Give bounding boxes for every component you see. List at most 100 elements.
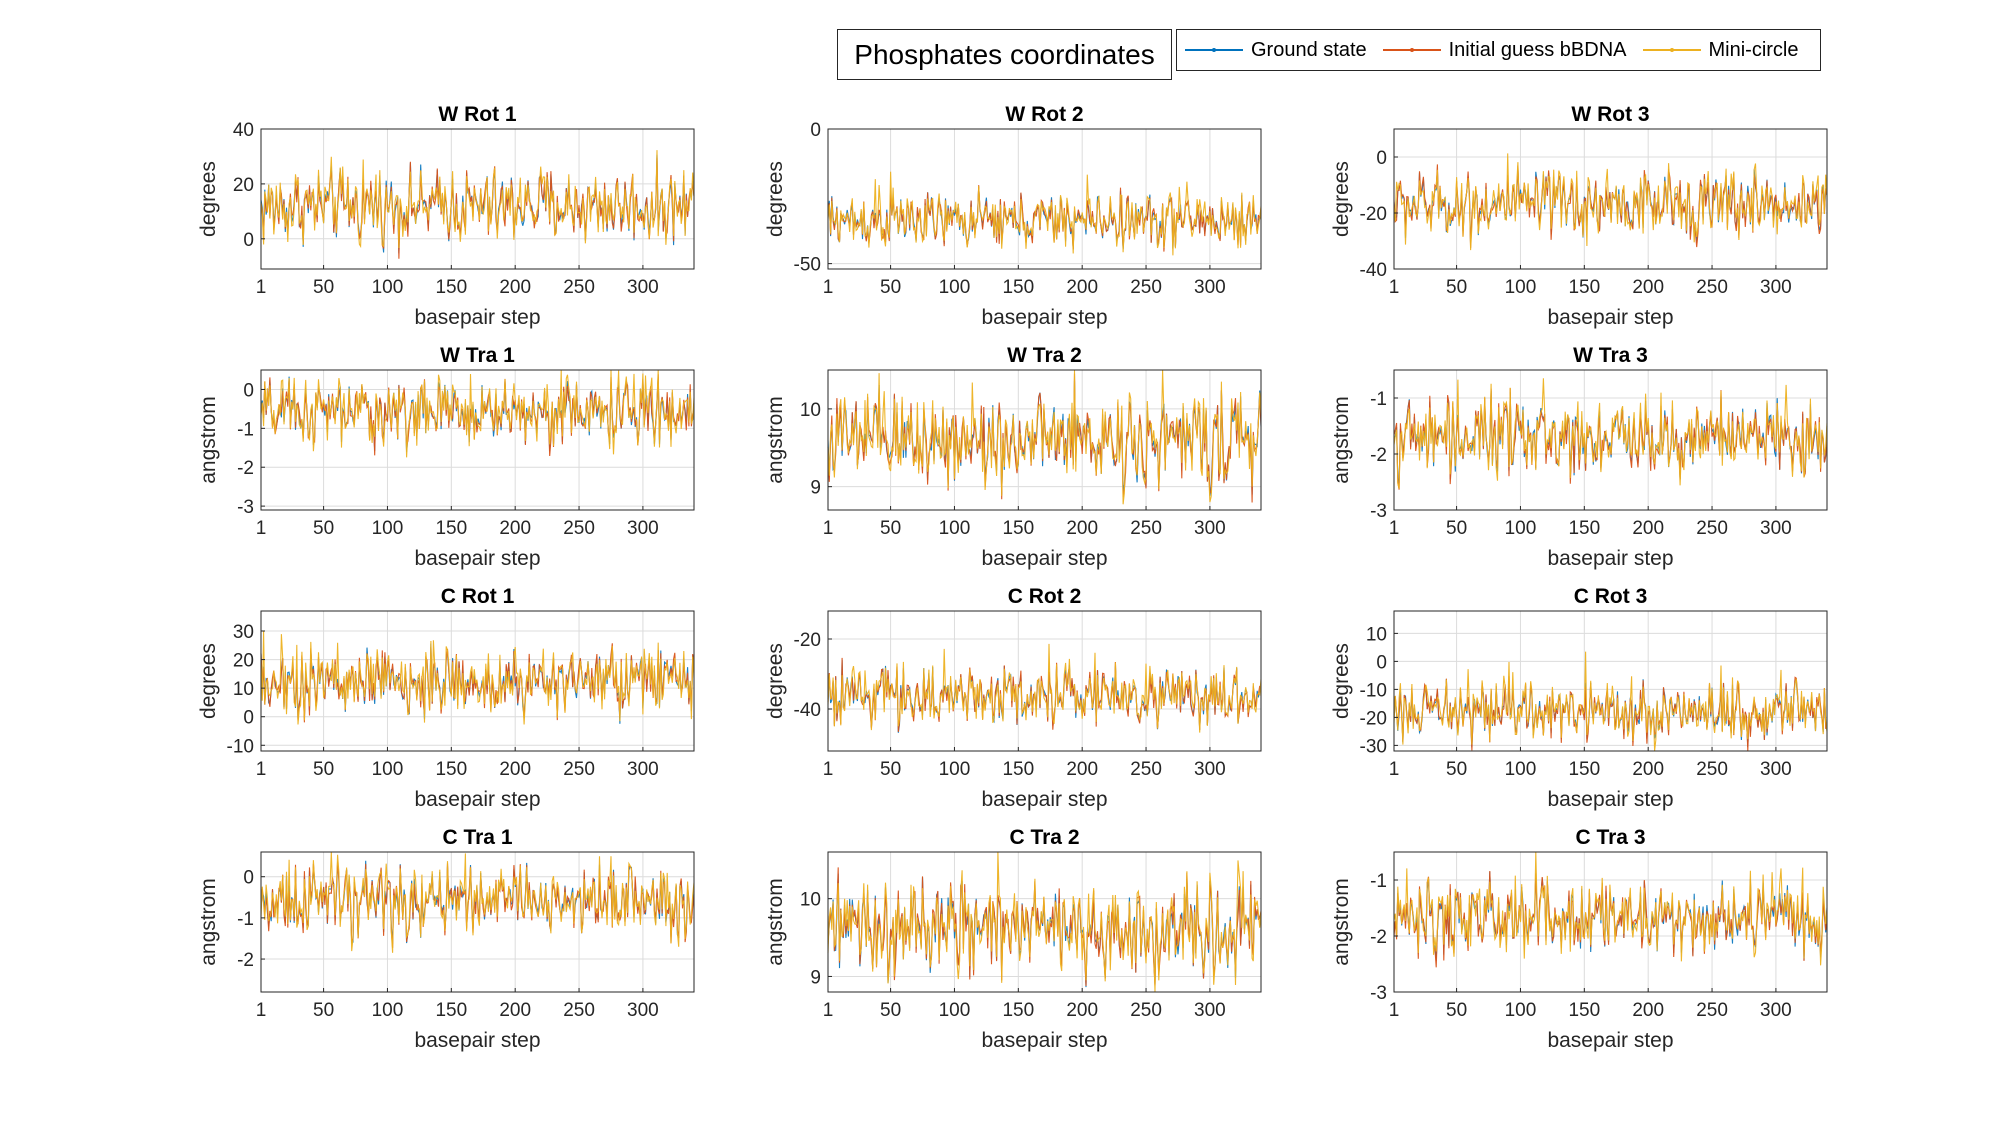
plot-area bbox=[261, 370, 694, 510]
x-tick-label: 150 bbox=[1568, 277, 1600, 298]
x-tick-label: 100 bbox=[939, 518, 971, 539]
x-tick-label: 200 bbox=[1632, 277, 1664, 298]
subplot-title: W Rot 3 bbox=[1571, 103, 1649, 126]
x-tick-label: 200 bbox=[499, 518, 531, 539]
axes-frame bbox=[260, 851, 695, 993]
x-tick-label: 50 bbox=[880, 1000, 901, 1021]
y-tick-label: 10 bbox=[233, 679, 254, 700]
x-tick-label: 50 bbox=[313, 1000, 334, 1021]
series-mini-circle bbox=[260, 369, 695, 458]
x-tick-label: 250 bbox=[563, 518, 595, 539]
subplot-title: W Tra 2 bbox=[1007, 344, 1082, 367]
subplot-title: C Rot 3 bbox=[1574, 585, 1648, 608]
x-tick-label: 100 bbox=[372, 277, 404, 298]
legend: Ground state Initial guess bBDNA Mini-ci… bbox=[1176, 29, 1821, 71]
series-mini-circle bbox=[260, 150, 695, 249]
x-axis-label: basepair step bbox=[1547, 788, 1673, 811]
x-tick-label: 300 bbox=[1760, 1000, 1792, 1021]
x-tick-label: 100 bbox=[1505, 759, 1537, 780]
series-mini-circle bbox=[260, 851, 695, 953]
legend-entry-initial-guess: Initial guess bBDNA bbox=[1382, 39, 1627, 62]
legend-swatch-mini-circle bbox=[1642, 44, 1701, 56]
subplot-title: W Tra 1 bbox=[440, 344, 515, 367]
x-tick-label: 200 bbox=[1066, 759, 1098, 780]
x-tick-label: 200 bbox=[1066, 1000, 1098, 1021]
x-tick-label: 250 bbox=[1696, 1000, 1728, 1021]
subplot-w-tra-3: 1 50 100 150 200 250 300-3-2-1W Tra 3basepair … bbox=[1330, 344, 1828, 570]
x-tick-label: 1 bbox=[1389, 1000, 1400, 1021]
x-tick-label: 100 bbox=[372, 1000, 404, 1021]
x-tick-label: 50 bbox=[313, 759, 334, 780]
y-tick-label: 40 bbox=[233, 120, 254, 141]
y-tick-label: 30 bbox=[233, 622, 254, 643]
axes-frame bbox=[827, 128, 1262, 270]
subplot-title: C Rot 2 bbox=[1008, 585, 1082, 608]
x-tick-label: 250 bbox=[1130, 759, 1162, 780]
x-tick-label: 100 bbox=[372, 518, 404, 539]
axes-frame bbox=[1393, 851, 1828, 993]
x-tick-label: 1 bbox=[256, 1000, 267, 1021]
x-axis-label: basepair step bbox=[981, 788, 1107, 811]
y-tick-label: -3 bbox=[1370, 501, 1387, 522]
subplot-title: W Rot 2 bbox=[1005, 103, 1083, 126]
y-axis-label: degrees bbox=[197, 643, 220, 719]
axes-frame bbox=[1393, 369, 1828, 511]
x-axis-label: basepair step bbox=[414, 306, 540, 329]
x-tick-label: 300 bbox=[1194, 1000, 1226, 1021]
x-axis-label: basepair step bbox=[981, 1029, 1107, 1052]
x-tick-label: 250 bbox=[563, 759, 595, 780]
x-tick-label: 300 bbox=[1194, 759, 1226, 780]
y-tick-label: -40 bbox=[794, 700, 821, 721]
y-tick-label: -10 bbox=[227, 736, 254, 757]
x-tick-label: 200 bbox=[1632, 518, 1664, 539]
y-tick-label: 9 bbox=[810, 967, 821, 988]
subplot-title: C Tra 3 bbox=[1575, 826, 1645, 849]
y-tick-label: -20 bbox=[794, 630, 821, 651]
x-tick-label: 100 bbox=[1505, 518, 1537, 539]
x-tick-label: 100 bbox=[1505, 277, 1537, 298]
x-axis-label: basepair step bbox=[414, 788, 540, 811]
x-axis-label: basepair step bbox=[981, 547, 1107, 570]
y-tick-label: 20 bbox=[233, 651, 254, 672]
x-tick-label: 50 bbox=[880, 518, 901, 539]
y-tick-label: 0 bbox=[243, 380, 254, 401]
x-tick-label: 50 bbox=[880, 277, 901, 298]
x-tick-label: 1 bbox=[256, 759, 267, 780]
y-axis-label: angstrom bbox=[1330, 878, 1353, 966]
subplot-title: C Rot 1 bbox=[441, 585, 515, 608]
x-tick-label: 300 bbox=[627, 1000, 659, 1021]
x-tick-label: 1 bbox=[823, 759, 834, 780]
x-tick-label: 1 bbox=[256, 518, 267, 539]
x-tick-label: 200 bbox=[1632, 759, 1664, 780]
x-tick-label: 250 bbox=[563, 277, 595, 298]
y-axis-label: angstrom bbox=[1330, 396, 1353, 484]
y-tick-label: -50 bbox=[794, 255, 821, 276]
x-tick-label: 150 bbox=[1568, 1000, 1600, 1021]
y-tick-label: -1 bbox=[237, 909, 254, 930]
x-tick-label: 300 bbox=[627, 759, 659, 780]
series-mini-circle bbox=[260, 631, 695, 725]
x-tick-label: 100 bbox=[939, 277, 971, 298]
y-tick-label: -3 bbox=[237, 497, 254, 518]
series-mini-circle bbox=[1393, 378, 1828, 489]
axes-frame bbox=[827, 610, 1262, 752]
x-tick-label: 300 bbox=[627, 277, 659, 298]
x-axis-label: basepair step bbox=[1547, 306, 1673, 329]
y-axis-label: degrees bbox=[197, 161, 220, 237]
axes-frame bbox=[260, 610, 695, 752]
x-tick-label: 150 bbox=[435, 518, 467, 539]
y-tick-label: 0 bbox=[1376, 652, 1387, 673]
x-tick-label: 100 bbox=[372, 759, 404, 780]
x-tick-label: 150 bbox=[1002, 759, 1034, 780]
x-tick-label: 100 bbox=[1505, 1000, 1537, 1021]
y-tick-label: -1 bbox=[237, 419, 254, 440]
subplot-c-rot-2: 1 50 100 150 200 250 300-40-20C Rot 2basepair … bbox=[764, 585, 1262, 811]
x-tick-label: 50 bbox=[1446, 277, 1467, 298]
